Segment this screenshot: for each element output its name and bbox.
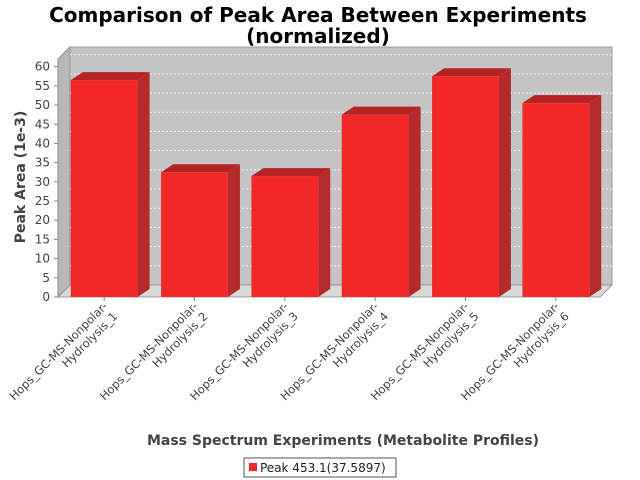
- bar-top: [432, 68, 511, 77]
- y-tick-label: 20: [35, 213, 50, 227]
- y-tick-label: 0: [42, 290, 50, 304]
- bar-top: [341, 106, 421, 115]
- y-tick-label: 15: [35, 232, 50, 246]
- chart-title-line1: Comparison of Peak Area Between Experime…: [49, 3, 587, 27]
- x-tick-label-line: Hops_GC-MS-Nonpolar-: [6, 299, 110, 403]
- x-axis-title: Mass Spectrum Experiments (Metabolite Pr…: [147, 433, 539, 449]
- bar: [341, 106, 421, 298]
- bar-side: [227, 164, 240, 297]
- bar-side: [408, 106, 421, 298]
- bar: [522, 95, 602, 297]
- bar: [161, 164, 240, 297]
- y-tick-label: 10: [35, 252, 50, 266]
- bar-side: [137, 72, 150, 297]
- bar-front: [70, 80, 138, 297]
- y-tick-label: 45: [35, 117, 50, 131]
- bar-top: [70, 72, 150, 81]
- y-tick-label: 30: [35, 175, 50, 189]
- bar: [70, 72, 150, 297]
- bar-front: [432, 76, 499, 297]
- bar: [432, 68, 511, 297]
- bar-side: [498, 68, 511, 297]
- x-axis: Hops_GC-MS-Nonpolar-Hydrolysis_1Hops_GC-…: [6, 297, 572, 403]
- bar-side: [589, 95, 602, 297]
- chart-title-line2: (normalized): [246, 24, 390, 48]
- legend-label: Peak 453.1(37.5897): [260, 461, 386, 475]
- bar-top: [161, 164, 240, 173]
- legend: Peak 453.1(37.5897): [243, 457, 397, 478]
- bar-front: [161, 172, 228, 297]
- y-tick-label: 55: [35, 79, 50, 93]
- bar-front: [341, 114, 409, 298]
- bars: [70, 68, 602, 298]
- plot-left-wall: [57, 46, 71, 298]
- bar-front: [251, 176, 319, 297]
- y-axis: 0 5 10 15 20 25 30 35 40 45 50 55 60: [35, 59, 59, 304]
- y-tick-label: 40: [35, 136, 50, 150]
- y-tick-label: 60: [35, 60, 50, 74]
- y-tick-label: 50: [35, 98, 50, 112]
- legend-box: [243, 457, 397, 478]
- bar-front: [522, 103, 590, 297]
- y-tick-label: 35: [35, 156, 50, 170]
- bar-top: [251, 168, 331, 177]
- y-axis-title: Peak Area (1e-3): [13, 111, 29, 244]
- bar-top: [522, 95, 602, 104]
- bar-side: [318, 168, 331, 297]
- y-tick-label: 25: [35, 194, 50, 208]
- legend-swatch: [249, 463, 257, 471]
- y-tick-label: 5: [42, 271, 50, 285]
- bar: [251, 168, 331, 297]
